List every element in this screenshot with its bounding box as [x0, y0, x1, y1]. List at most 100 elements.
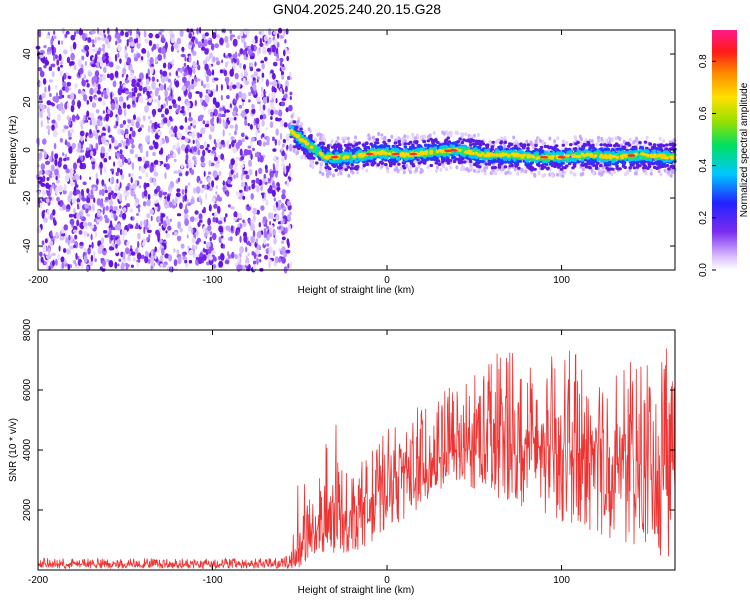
- noise-speckle: [50, 164, 55, 172]
- noise-speckle: [96, 50, 101, 55]
- signal-cell: [526, 146, 530, 150]
- noise-speckle: [75, 189, 81, 195]
- noise-speckle: [124, 90, 130, 95]
- signal-cell: [460, 141, 465, 145]
- noise-speckle: [102, 90, 107, 95]
- noise-speckle: [188, 162, 193, 168]
- noise-speckle: [68, 213, 74, 218]
- noise-speckle: [184, 82, 189, 86]
- noise-speckle: [189, 216, 195, 223]
- noise-speckle: [289, 211, 292, 216]
- noise-speckle: [79, 162, 85, 170]
- noise-speckle: [105, 205, 109, 211]
- noise-speckle: [242, 195, 246, 200]
- noise-speckle: [269, 121, 274, 128]
- signal-cell: [519, 142, 523, 146]
- noise-speckle: [172, 204, 176, 209]
- signal-halo: [650, 168, 653, 173]
- noise-speckle: [238, 52, 241, 57]
- signal-cell: [574, 142, 578, 146]
- noise-speckle: [233, 211, 238, 219]
- noise-speckle: [148, 145, 154, 151]
- noise-speckle: [237, 195, 243, 200]
- signal-cell: [392, 162, 397, 166]
- noise-speckle: [95, 109, 100, 114]
- signal-cell: [499, 146, 504, 150]
- noise-speckle: [211, 250, 217, 255]
- noise-speckle: [176, 235, 182, 242]
- noise-speckle: [287, 223, 291, 232]
- signal-halo: [449, 165, 453, 170]
- noise-speckle: [202, 254, 207, 261]
- signal-cell: [638, 164, 642, 168]
- noise-speckle: [127, 94, 133, 98]
- noise-speckle: [230, 136, 235, 141]
- signal-halo: [325, 168, 329, 173]
- signal-halo: [649, 171, 653, 176]
- signal-halo: [590, 139, 594, 143]
- noise-speckle: [87, 222, 92, 227]
- noise-speckle: [50, 186, 53, 194]
- noise-speckle: [129, 148, 135, 155]
- noise-speckle: [224, 35, 229, 44]
- noise-speckle: [43, 45, 47, 49]
- noise-speckle: [177, 221, 182, 229]
- noise-speckle: [144, 105, 149, 113]
- noise-speckle: [200, 80, 204, 87]
- noise-speckle: [94, 163, 98, 167]
- noise-speckle: [281, 230, 286, 236]
- noise-speckle: [97, 27, 99, 35]
- noise-speckle: [160, 263, 164, 268]
- noise-speckle: [176, 75, 180, 79]
- signal-cell: [375, 141, 380, 145]
- noise-speckle: [78, 230, 83, 235]
- noise-speckle: [85, 147, 90, 151]
- noise-speckle: [119, 80, 122, 85]
- noise-speckle: [61, 128, 66, 133]
- signal-halo: [488, 139, 492, 144]
- noise-speckle: [234, 165, 237, 173]
- noise-speckle: [268, 246, 273, 254]
- signal-halo: [442, 164, 446, 169]
- noise-speckle: [195, 240, 200, 245]
- noise-speckle: [130, 251, 136, 256]
- noise-speckle: [54, 258, 58, 266]
- signal-cell: [436, 159, 441, 163]
- noise-speckle: [283, 165, 287, 171]
- noise-speckle: [229, 107, 232, 112]
- signal-cell: [490, 145, 495, 149]
- noise-speckle: [124, 195, 127, 201]
- noise-speckle: [79, 216, 84, 220]
- noise-speckle: [96, 198, 101, 206]
- noise-speckle: [37, 176, 43, 180]
- noise-speckle: [52, 183, 55, 189]
- noise-speckle: [46, 125, 51, 130]
- noise-speckle: [170, 150, 173, 154]
- noise-speckle: [255, 177, 260, 184]
- noise-speckle: [281, 189, 286, 195]
- signal-cell: [370, 159, 374, 163]
- noise-speckle: [229, 69, 234, 77]
- noise-speckle: [263, 238, 267, 245]
- noise-speckle: [181, 46, 185, 52]
- noise-speckle: [235, 162, 238, 167]
- signal-cell: [326, 144, 331, 148]
- noise-speckle: [264, 181, 268, 185]
- noise-speckle: [208, 182, 211, 187]
- noise-speckle: [164, 253, 170, 259]
- noise-speckle: [163, 117, 168, 124]
- noise-speckle: [152, 151, 156, 157]
- noise-speckle: [85, 50, 89, 58]
- signal-halo: [541, 141, 545, 146]
- signal-halo: [561, 174, 565, 178]
- noise-speckle: [69, 128, 75, 134]
- noise-speckle: [90, 194, 95, 200]
- noise-speckle: [105, 196, 109, 201]
- noise-speckle: [93, 197, 96, 203]
- noise-speckle: [77, 59, 82, 67]
- noise-speckle: [146, 90, 150, 97]
- noise-speckle: [68, 136, 72, 140]
- noise-speckle: [52, 55, 56, 62]
- noise-speckle: [223, 69, 228, 77]
